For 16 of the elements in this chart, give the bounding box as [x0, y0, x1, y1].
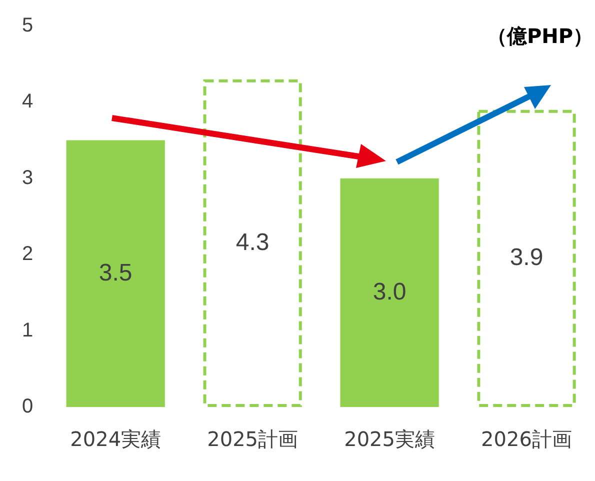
y-tick-label: 3 [22, 166, 34, 189]
x-tick-label: 2025実績 [344, 427, 435, 452]
data-label: 3.0 [372, 278, 406, 306]
y-tick-label: 5 [22, 14, 34, 37]
y-tick-label: 2 [22, 243, 34, 266]
data-label: 3.9 [510, 244, 544, 272]
y-tick-label: 1 [22, 319, 34, 342]
data-label: 4.3 [236, 228, 270, 256]
data-label: 3.5 [98, 259, 132, 286]
y-tick-label: 4 [22, 90, 34, 113]
x-tick-label: 2025計画 [207, 427, 298, 452]
bar [340, 178, 439, 407]
x-tick-label: 2024実績 [70, 427, 162, 452]
y-axis-title: （億PHP） [486, 24, 593, 48]
x-tick-label: 2026計画 [481, 427, 572, 452]
y-tick-label: 0 [22, 396, 34, 418]
